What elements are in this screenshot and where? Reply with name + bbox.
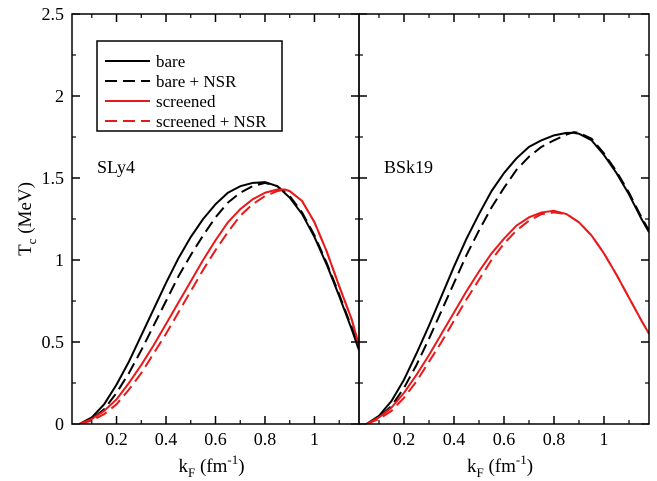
legend-label-1: bare + NSR xyxy=(156,72,237,91)
y-tick-label: 2 xyxy=(55,86,64,106)
x-tick-label: 0.4 xyxy=(443,429,466,449)
y-tick-label: 2.5 xyxy=(42,4,65,24)
series-line-2 xyxy=(79,188,359,424)
x-tick-label: 1 xyxy=(310,429,319,449)
y-tick-label: 1 xyxy=(55,250,64,270)
series-group xyxy=(78,181,359,424)
panel-sly4: 0.2 0.4 0.6 0.8 1 0 0.5 1 1.5 2 2.5 kF (fm-1) Tc (Me… xyxy=(15,4,360,480)
x-tick-label: 0.6 xyxy=(493,429,516,449)
series-line-0 xyxy=(365,131,649,424)
panel-label: SLy4 xyxy=(97,157,135,177)
legend-box xyxy=(96,40,283,132)
x-tick-label: 0.8 xyxy=(254,429,277,449)
y-tick-label: 1.5 xyxy=(42,168,65,188)
x-tick-label: 0.2 xyxy=(105,429,128,449)
plot-frame xyxy=(358,13,650,425)
series-line-0 xyxy=(78,181,359,424)
legend-label-2: screened xyxy=(156,92,216,111)
series-line-1 xyxy=(79,181,359,424)
panel-label: BSk19 xyxy=(384,157,433,177)
panel-bsk19: 0.2 0.4 0.6 0.8 1 kF (fm-1) BSk19 xyxy=(358,13,650,480)
x-axis-label: kF (fm-1) xyxy=(178,452,244,480)
series-line-3 xyxy=(366,211,649,424)
x-tick-label: 1 xyxy=(600,429,609,449)
legend-label-3: screened + NSR xyxy=(156,112,267,131)
series-line-3 xyxy=(79,188,359,424)
legend-label-0: bare xyxy=(156,52,185,71)
y-axis-label: Tc (MeV) xyxy=(15,182,39,256)
series-group xyxy=(365,131,649,424)
x-tick-label: 0.2 xyxy=(393,429,416,449)
x-tick-label: 0.4 xyxy=(155,429,178,449)
y-tick-label: 0 xyxy=(55,414,64,434)
y-tick-label: 0.5 xyxy=(42,332,65,352)
x-tick-label: 0.8 xyxy=(543,429,566,449)
x-axis-label: kF (fm-1) xyxy=(467,452,533,480)
x-tick-label: 0.6 xyxy=(204,429,227,449)
series-line-1 xyxy=(366,131,649,424)
